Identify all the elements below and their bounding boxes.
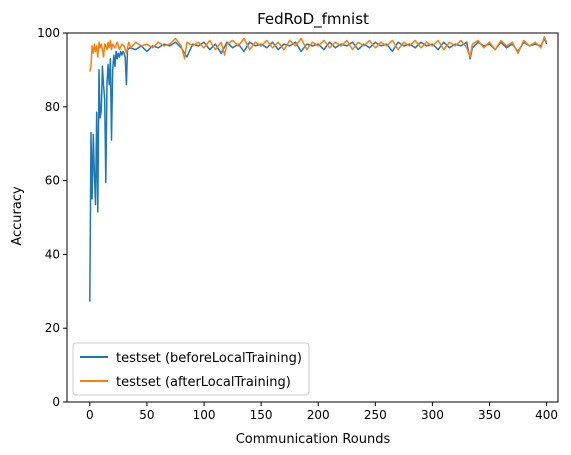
- x-tick-label: 300: [421, 408, 444, 422]
- x-tick-label: 200: [307, 408, 330, 422]
- plot-frame: [66, 32, 559, 403]
- x-tick-label: 50: [139, 408, 154, 422]
- y-tick-label: 0: [52, 395, 60, 409]
- legend-box: [72, 342, 310, 396]
- y-tick-label: 20: [45, 321, 60, 335]
- tick-layer: 0 50 100 150 200 250 300 350 400 0 20 40 60 80 100: [37, 26, 558, 422]
- x-tick-label: 150: [250, 408, 273, 422]
- x-tick-label: 250: [364, 408, 387, 422]
- y-axis-label: Accuracy: [10, 186, 25, 246]
- legend-label-before: testset (beforeLocalTraining): [116, 351, 302, 366]
- legend: testset (beforeLocalTraining) testset (a…: [72, 342, 310, 396]
- x-tick-label: 100: [193, 408, 216, 422]
- series-line-0: [89, 37, 548, 302]
- x-tick-label: 0: [86, 408, 94, 422]
- y-tick-label: 60: [45, 174, 60, 188]
- y-tick-label: 40: [45, 247, 60, 261]
- series-line-1: [89, 35, 548, 72]
- chart-title: FedRoD_fmnist: [257, 10, 369, 29]
- y-tick-label: 80: [45, 100, 60, 114]
- y-tick-label: 100: [37, 26, 60, 40]
- series-layer: [89, 35, 548, 302]
- x-tick-label: 350: [478, 408, 501, 422]
- x-tick-label: 400: [535, 408, 558, 422]
- x-axis-label: Communication Rounds: [236, 432, 391, 447]
- legend-label-after: testset (afterLocalTraining): [116, 375, 291, 390]
